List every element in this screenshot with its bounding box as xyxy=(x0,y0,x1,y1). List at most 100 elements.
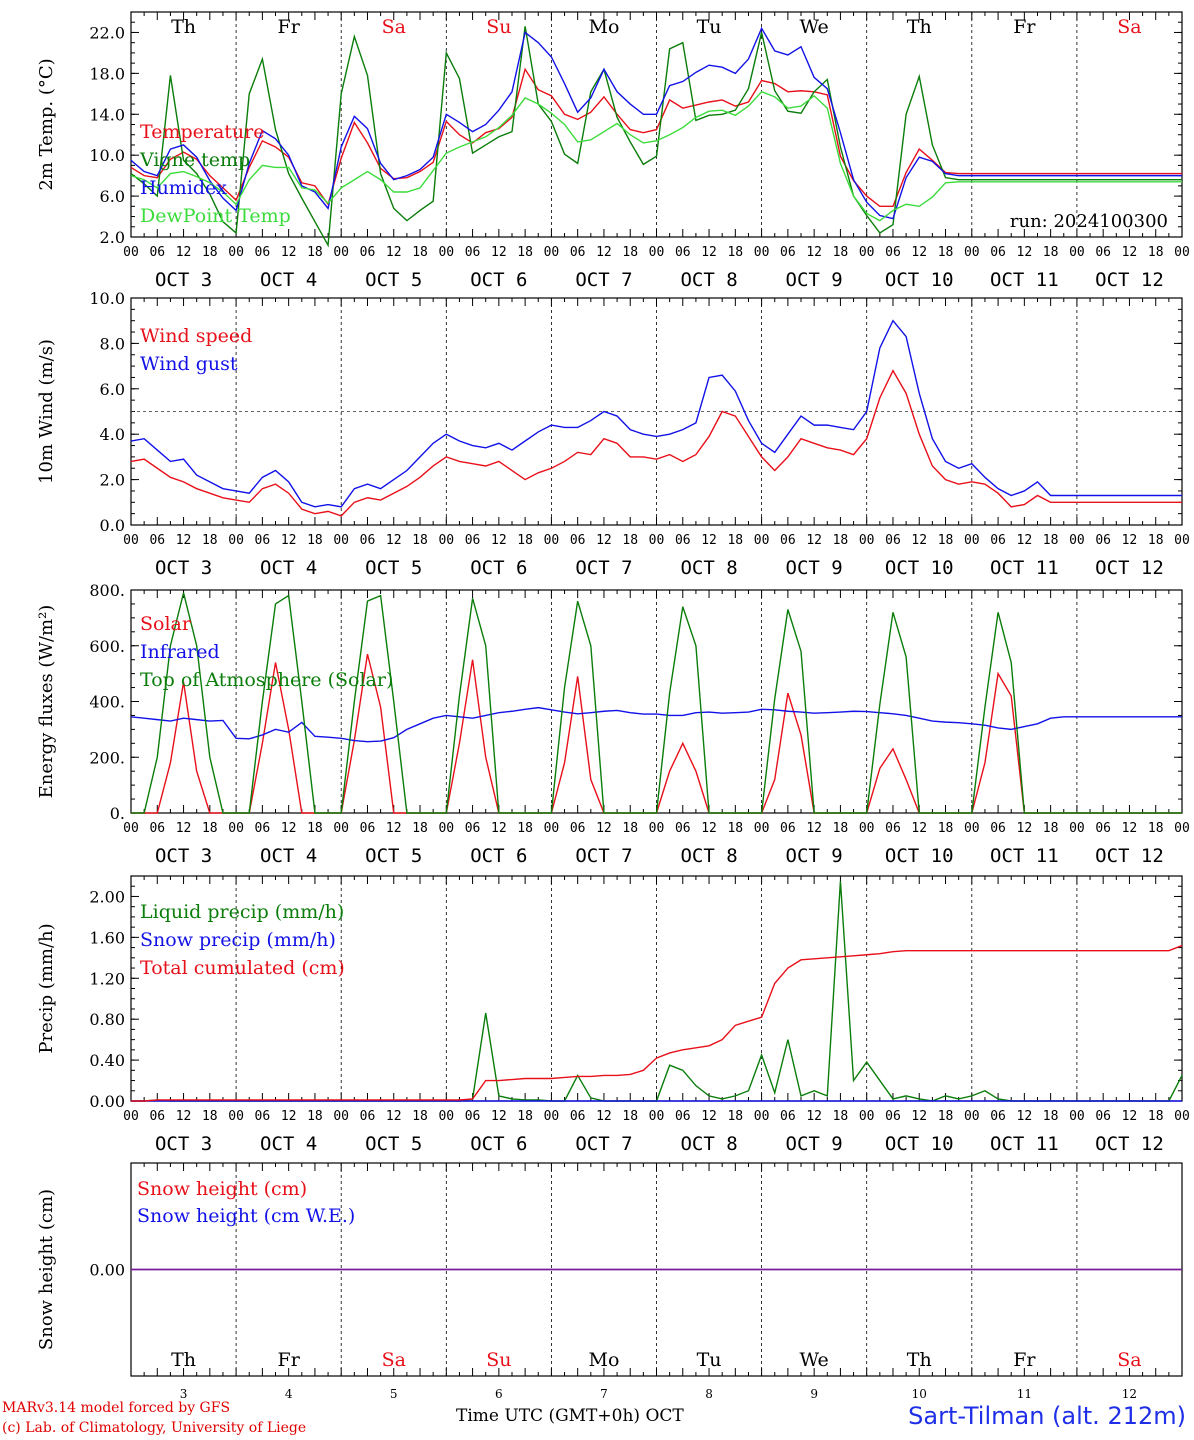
hour-label: 12 xyxy=(1122,1109,1138,1124)
weekday-label: Th xyxy=(907,16,932,38)
day-number-label: 4 xyxy=(285,1387,293,1401)
panel-frame xyxy=(130,589,1183,814)
y-tick-label: 0. xyxy=(110,804,125,823)
series-line xyxy=(131,592,1182,814)
hour-label: 06 xyxy=(149,1109,165,1124)
y-tick-label: 1.20 xyxy=(89,969,125,988)
y-tick-label: 0.40 xyxy=(89,1051,125,1070)
date-label: OCT 8 xyxy=(680,557,737,579)
hour-label: 18 xyxy=(412,245,428,260)
date-label: OCT 8 xyxy=(680,269,737,291)
hour-label: 00 xyxy=(123,533,139,548)
hour-label: 18 xyxy=(833,821,849,836)
hour-label: 00 xyxy=(228,821,244,836)
hour-label: 00 xyxy=(964,245,980,260)
hour-label: 06 xyxy=(675,1109,691,1124)
date-label: OCT 4 xyxy=(260,269,317,291)
hour-label: 06 xyxy=(675,245,691,260)
hour-label: 12 xyxy=(281,821,297,836)
hour-label: 18 xyxy=(307,533,323,548)
day-number-label: 12 xyxy=(1122,1387,1137,1401)
hour-label: 00 xyxy=(333,245,349,260)
hour-label: 12 xyxy=(386,821,402,836)
hour-label: 06 xyxy=(780,245,796,260)
hour-label: 18 xyxy=(727,821,743,836)
date-label: OCT 5 xyxy=(365,557,422,579)
y-axis-label: 2m Temp. (°C) xyxy=(36,58,57,190)
hour-label: 18 xyxy=(202,245,218,260)
weekday-label: Sa xyxy=(1117,1349,1141,1371)
hour-label: 18 xyxy=(1148,821,1164,836)
hour-label: 18 xyxy=(517,821,533,836)
hour-label: 06 xyxy=(465,245,481,260)
hour-label: 00 xyxy=(438,533,454,548)
legend-entry: Wind gust xyxy=(140,353,238,375)
legend-entry: Humidex xyxy=(140,177,227,199)
hour-label: 00 xyxy=(123,1109,139,1124)
hour-label: 00 xyxy=(754,533,770,548)
y-axis-label: Precip (mm/h) xyxy=(36,923,57,1053)
hour-label: 18 xyxy=(1043,1109,1059,1124)
hour-label: 18 xyxy=(517,533,533,548)
hour-label: 06 xyxy=(465,533,481,548)
y-tick-label: 8.0 xyxy=(100,334,125,353)
hour-label: 12 xyxy=(1017,821,1033,836)
y-tick-label: 6.0 xyxy=(100,187,125,206)
date-label: OCT 3 xyxy=(155,1133,212,1155)
hour-label: 12 xyxy=(911,1109,927,1124)
hour-label: 06 xyxy=(780,533,796,548)
weekday-label: Th xyxy=(907,1349,932,1371)
hour-label: 18 xyxy=(202,533,218,548)
weekday-label: Fr xyxy=(278,16,301,38)
hour-label: 00 xyxy=(859,821,875,836)
hour-label: 18 xyxy=(1148,533,1164,548)
day-number-label: 3 xyxy=(180,1387,188,1401)
y-tick-label: 18.0 xyxy=(89,64,125,83)
hour-label: 06 xyxy=(990,533,1006,548)
hour-label: 12 xyxy=(491,533,507,548)
hour-label: 00 xyxy=(649,1109,665,1124)
date-label: OCT 9 xyxy=(786,845,843,867)
hour-label: 18 xyxy=(202,1109,218,1124)
date-label: OCT 3 xyxy=(155,269,212,291)
hour-label: 06 xyxy=(360,821,376,836)
day-number-label: 10 xyxy=(912,1387,927,1401)
y-tick-label: 10.0 xyxy=(89,289,125,308)
weekday-label: Th xyxy=(171,16,196,38)
y-tick-label: 200. xyxy=(89,748,125,767)
hour-label: 06 xyxy=(1095,1109,1111,1124)
legend-entry: Vigne temp xyxy=(139,149,250,171)
hour-label: 06 xyxy=(570,245,586,260)
hour-label: 12 xyxy=(176,245,192,260)
hour-label: 06 xyxy=(255,1109,271,1124)
hour-label: 00 xyxy=(333,533,349,548)
hour-label: 06 xyxy=(360,1109,376,1124)
hour-label: 12 xyxy=(911,245,927,260)
hour-label: 00 xyxy=(754,245,770,260)
hour-label: 06 xyxy=(149,821,165,836)
hour-label: 12 xyxy=(281,533,297,548)
hour-label: 12 xyxy=(281,245,297,260)
hour-label: 12 xyxy=(911,821,927,836)
hour-label: 00 xyxy=(1069,821,1085,836)
weekday-label: We xyxy=(800,16,829,38)
hour-label: 06 xyxy=(780,1109,796,1124)
time-axis-title: Time UTC (GMT+0h) OCT xyxy=(456,1406,684,1426)
legend-entry: Liquid precip (mm/h) xyxy=(140,901,344,923)
legend-entry: DewPoint Temp xyxy=(140,205,291,227)
weekday-label: Mo xyxy=(588,1349,619,1371)
date-label: OCT 8 xyxy=(680,1133,737,1155)
model-credit: MARv3.14 model forced by GFS xyxy=(2,1400,231,1416)
hour-label: 00 xyxy=(754,1109,770,1124)
hour-label: 18 xyxy=(833,533,849,548)
date-label: OCT 9 xyxy=(786,1133,843,1155)
day-number-label: 5 xyxy=(390,1387,398,1401)
hour-label: 12 xyxy=(806,533,822,548)
date-label: OCT 9 xyxy=(786,557,843,579)
date-label: OCT 6 xyxy=(470,557,527,579)
hour-label: 18 xyxy=(412,533,428,548)
hour-label: 12 xyxy=(911,533,927,548)
date-label: OCT 6 xyxy=(470,845,527,867)
hour-label: 18 xyxy=(622,821,638,836)
